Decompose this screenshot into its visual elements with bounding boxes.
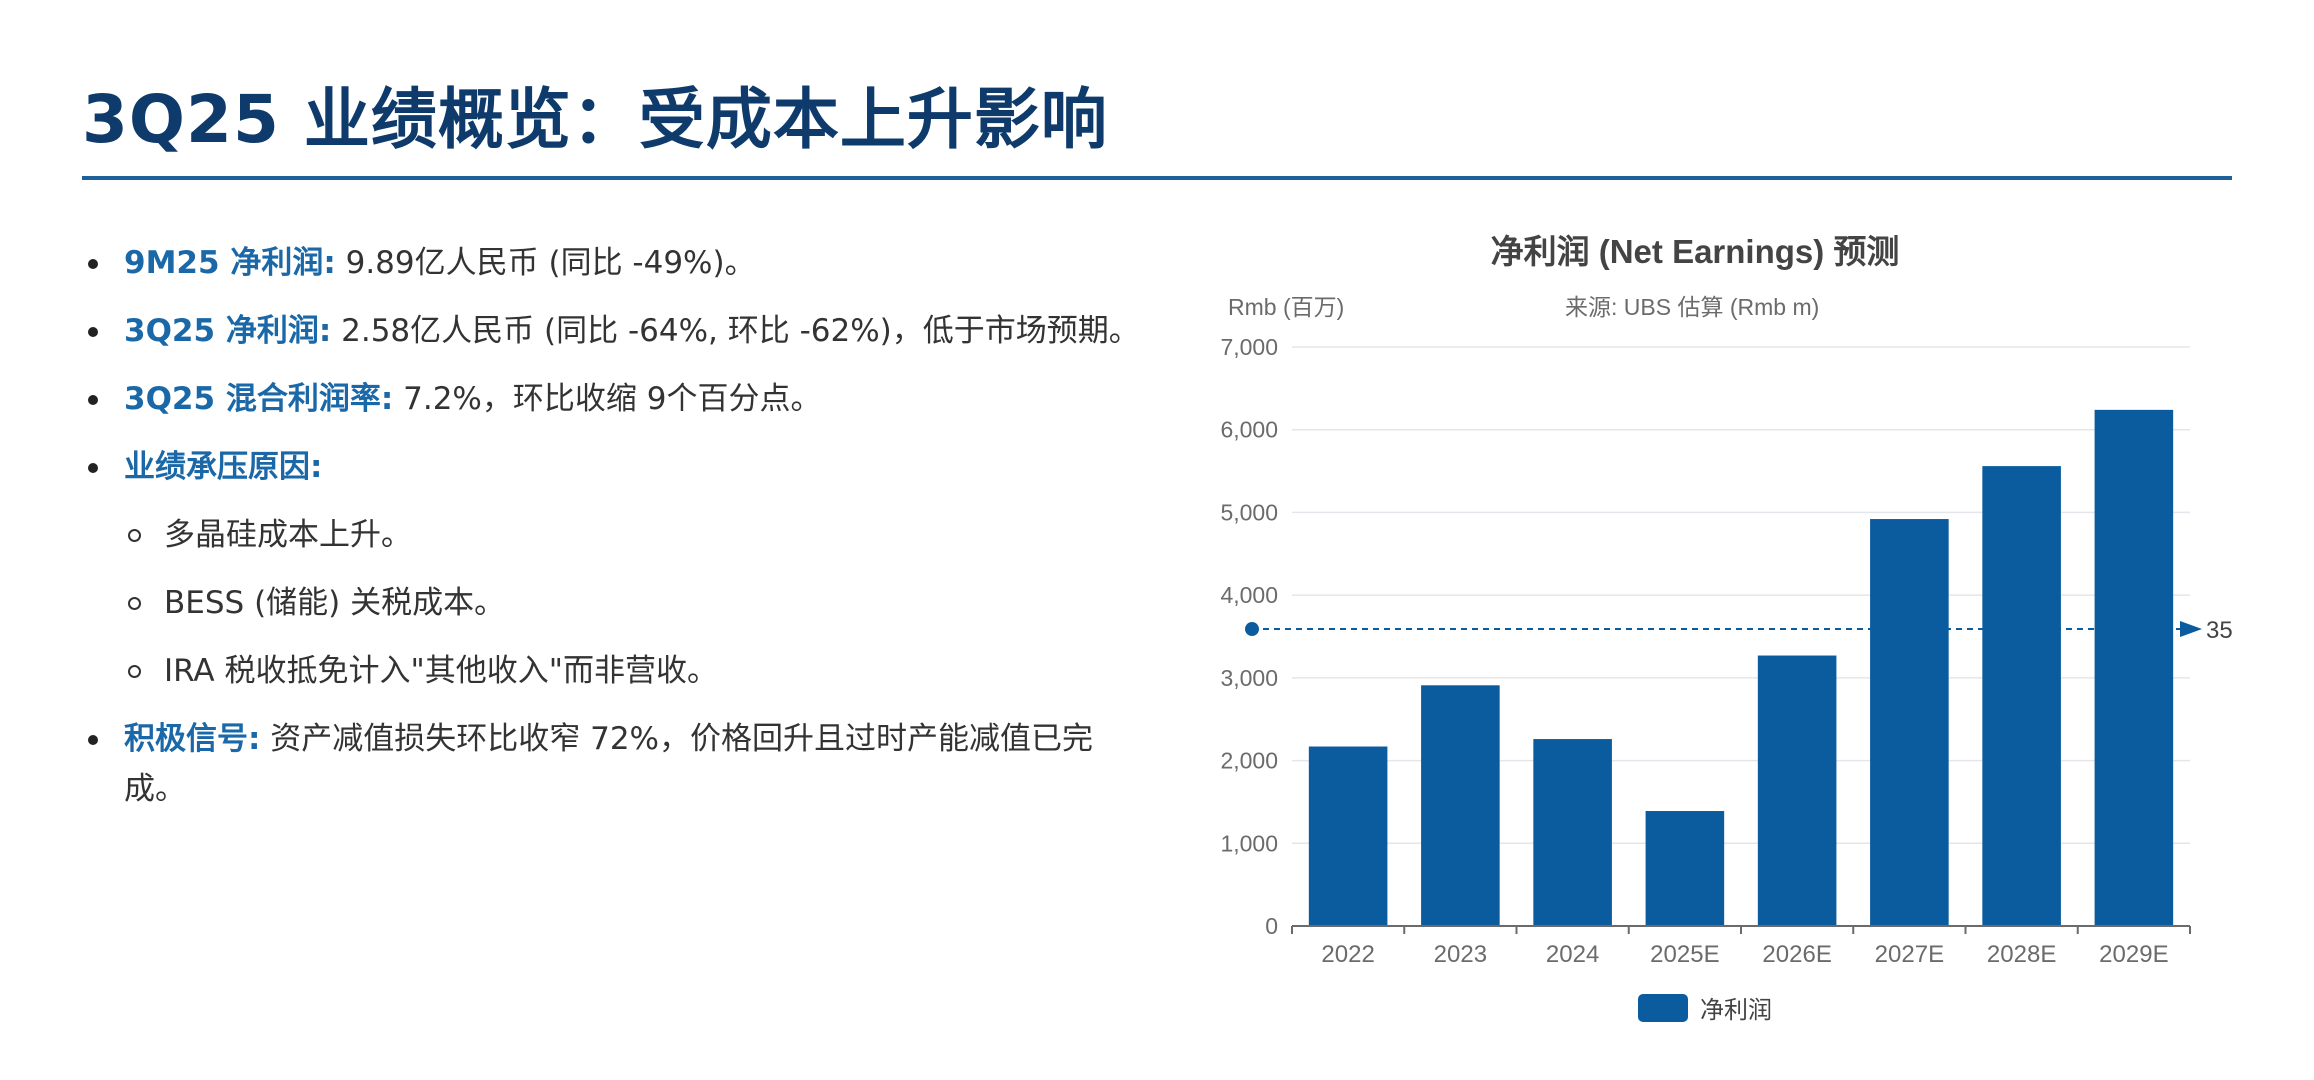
- bar-2024: [1533, 739, 1612, 926]
- bullet-dot: [88, 395, 98, 405]
- bullet-label: 3Q25 混合利润率:: [124, 381, 394, 417]
- chart-source-note: 来源: UBS 估算 (Rmb m): [1565, 294, 1819, 320]
- x-tick-label: 2026E: [1762, 941, 1831, 968]
- x-tick-label: 2024: [1546, 941, 1599, 968]
- x-tick-label: 2023: [1434, 941, 1487, 968]
- mark-line-start-dot: [1245, 622, 1259, 637]
- bullet-label: 积极信号:: [124, 721, 261, 757]
- earnings-chart-svg: 净利润 (Net Earnings) 预测 Rmb (百万) 来源: UBS 估…: [1220, 233, 2233, 1024]
- sub-bullet-ring: [128, 665, 141, 678]
- mark-line-arrow: [2180, 621, 2202, 638]
- x-tick-label: 2029E: [2099, 941, 2168, 968]
- sub-bullet-ring: [128, 597, 141, 610]
- bullet-dot: [88, 259, 98, 269]
- bullet-dot: [88, 463, 98, 473]
- bar-2028E: [1982, 466, 2061, 926]
- sub-bullet-item: 多晶硅成本上升。: [82, 510, 1142, 560]
- bullet-dot: [88, 735, 98, 745]
- sub-bullet-text: BESS (储能) 关税成本。: [164, 585, 506, 621]
- legend-swatch: [1638, 994, 1688, 1022]
- x-tick-label: 2022: [1321, 941, 1374, 968]
- bullet-item-9m25-earnings: 9M25 净利润: 9.89亿人民币 (同比 -49%)。: [82, 238, 1142, 288]
- bullet-dot: [88, 327, 98, 337]
- mark-line: 35: [1245, 617, 2233, 644]
- earnings-chart: 净利润 (Net Earnings) 预测 Rmb (百万) 来源: UBS 估…: [1160, 215, 2240, 1055]
- bullet-text: 9.89亿人民币 (同比 -49%)。: [335, 245, 756, 281]
- y-tick-label: 2,000: [1220, 748, 1278, 774]
- y-tick-label: 4,000: [1220, 582, 1278, 608]
- y-tick-label: 3,000: [1220, 665, 1278, 691]
- y-axis: 0 1,000 2,000 3,000 4,000 5,000 6,000 7,000: [1220, 334, 1278, 939]
- bullet-text: 资产减值损失环比收窄 72%，价格回升且过时产能减值已完成。: [124, 721, 1094, 807]
- x-axis: 2022 2023 2024 2025E 2026E 2027E 2028E 2029E: [1291, 925, 2191, 968]
- chart-title: 净利润 (Net Earnings) 预测: [1491, 233, 1900, 270]
- bullet-item-3q25-margin: 3Q25 混合利润率: 7.2%，环比收缩 9个百分点。: [82, 374, 1142, 424]
- x-tick-label: 2027E: [1875, 941, 1944, 968]
- sub-bullet-item: BESS (储能) 关税成本。: [82, 578, 1142, 628]
- bullet-label: 3Q25 净利润:: [124, 313, 332, 349]
- chart-legend[interactable]: 净利润: [1638, 994, 1772, 1024]
- chart-bars: [1308, 409, 2174, 926]
- bullet-item-positive-signals: 积极信号: 资产减值损失环比收窄 72%，价格回升且过时产能减值已完成。: [82, 714, 1142, 814]
- bullet-label: 业绩承压原因:: [124, 449, 323, 485]
- bullet-item-3q25-earnings: 3Q25 净利润: 2.58亿人民币 (同比 -64%, 环比 -62%)，低于…: [82, 306, 1142, 356]
- y-tick-label: 7,000: [1220, 334, 1278, 360]
- sub-bullet-text: 多晶硅成本上升。: [164, 517, 412, 553]
- bullet-label: 9M25 净利润:: [124, 245, 336, 281]
- mark-line-label: 35: [2206, 617, 2233, 644]
- sub-bullet-text: IRA 税收抵免计入"其他收入"而非营收。: [164, 653, 719, 689]
- bullet-text: 7.2%，环比收缩 9个百分点。: [393, 381, 822, 417]
- y-tick-label: 0: [1265, 913, 1278, 939]
- x-tick-label: 2025E: [1650, 941, 1719, 968]
- bullet-list: 9M25 净利润: 9.89亿人民币 (同比 -49%)。 3Q25 净利润: …: [82, 238, 1142, 832]
- x-tick-label: 2028E: [1987, 941, 2056, 968]
- bar-2026E: [1757, 655, 1837, 926]
- y-axis-unit-label: Rmb (百万): [1228, 294, 1344, 320]
- bar-2023: [1421, 685, 1500, 926]
- y-tick-label: 5,000: [1220, 499, 1278, 525]
- title-divider: [82, 176, 2232, 180]
- bar-2025E: [1645, 811, 1725, 926]
- sub-bullet-ring: [128, 529, 141, 542]
- bar-2027E: [1870, 519, 1949, 926]
- y-tick-label: 1,000: [1220, 830, 1278, 856]
- bar-2022: [1308, 746, 1388, 926]
- page-title: 3Q25 业绩概览：受成本上升影响: [82, 81, 1108, 158]
- bar-2029E: [2094, 409, 2174, 926]
- y-tick-label: 6,000: [1220, 417, 1278, 443]
- bullet-item-pressure-reasons: 业绩承压原因:: [82, 442, 1142, 492]
- sub-bullet-item: IRA 税收抵免计入"其他收入"而非营收。: [82, 646, 1142, 696]
- legend-label: 净利润: [1700, 997, 1772, 1024]
- bullet-text: 2.58亿人民币 (同比 -64%, 环比 -62%)，低于市场预期。: [331, 313, 1140, 349]
